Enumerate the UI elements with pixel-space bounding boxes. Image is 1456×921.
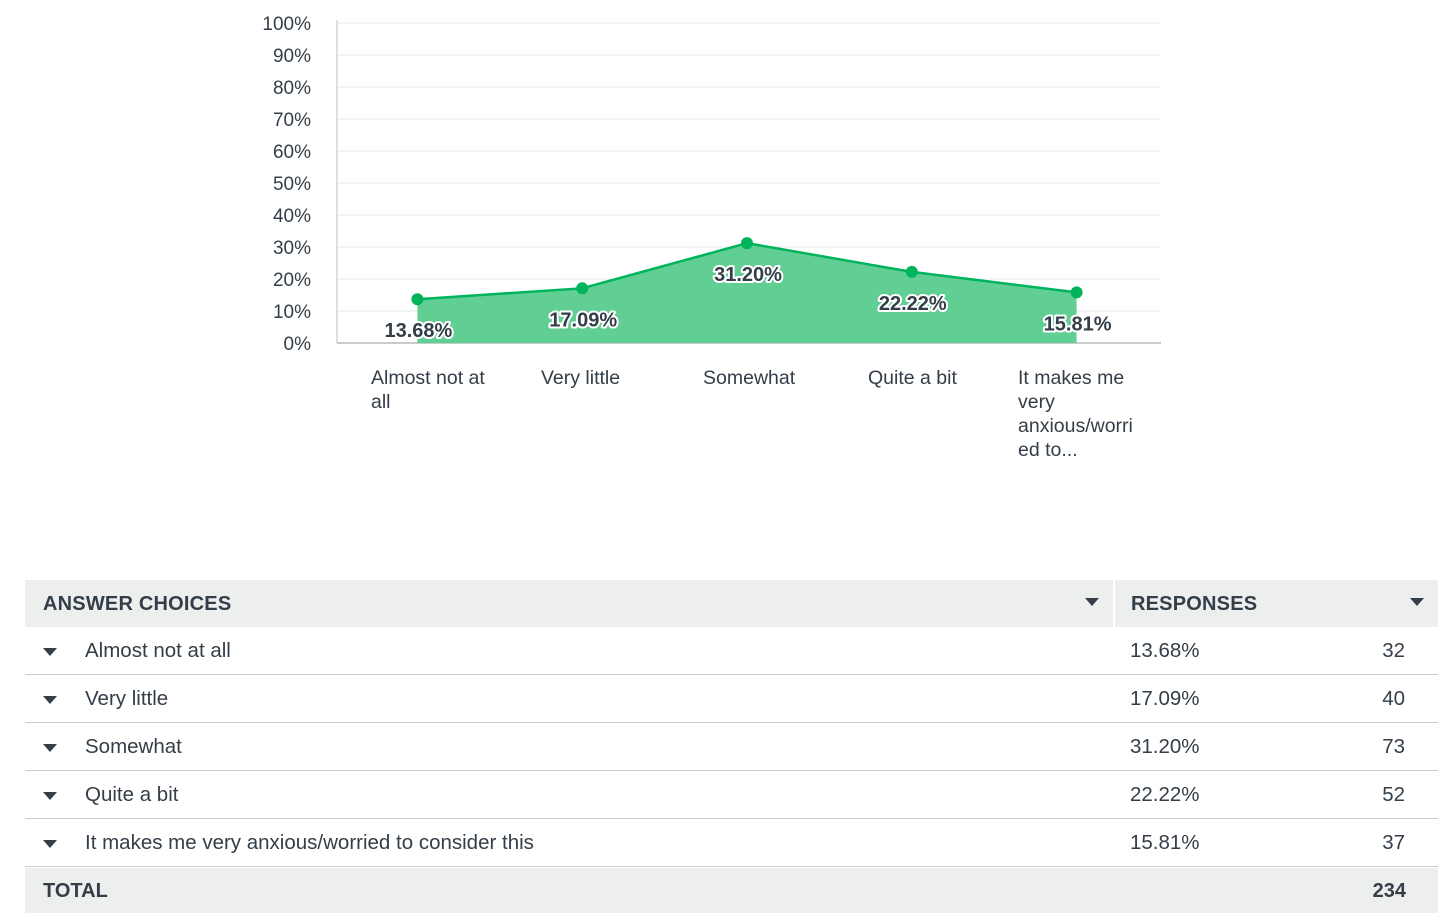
results-table: ANSWER CHOICES RESPONSES Almost not at a… [25,580,1438,913]
data-label: 31.20% [714,264,782,286]
caret-down-icon[interactable] [1410,598,1424,606]
answer-label: Quite a bit [85,783,179,806]
responses-header[interactable]: RESPONSES [1131,593,1258,615]
y-tick-label: 0% [284,334,312,355]
y-axis-ticks: 0% 10% 20% 30% 40% 50% 60% 70% 80% 90% 100% [262,14,311,355]
answer-label: It makes me very anxious/worried to cons… [85,831,534,854]
answer-label: Almost not at all [85,639,231,662]
table-row[interactable]: Almost not at all 13.68% 32 [25,627,1438,675]
data-point [411,293,424,306]
y-tick-label: 100% [262,14,311,35]
response-count: 32 [1382,639,1405,662]
response-percent: 13.68% [1130,639,1200,662]
data-label: 17.09% [549,309,617,331]
data-point [576,282,589,295]
caret-down-icon[interactable] [43,744,57,752]
y-tick-label: 90% [273,46,311,67]
response-percent: 22.22% [1130,783,1200,806]
data-point [1070,286,1083,299]
data-point [741,237,753,250]
answer-label: Very little [85,687,169,710]
data-label: 13.68% [384,320,452,342]
caret-down-icon[interactable] [43,648,57,656]
answer-label: Somewhat [85,735,182,758]
x-tick-label: Quite a bit [868,367,957,389]
caret-down-icon[interactable] [1085,598,1099,606]
data-point [905,265,918,278]
y-tick-label: 20% [273,270,311,291]
data-label: 22.22% [879,293,947,315]
response-count: 52 [1382,783,1405,806]
response-percent: 17.09% [1130,687,1200,710]
table-row[interactable]: Somewhat 31.20% 73 [25,723,1438,771]
x-tick-label: Very little [541,367,621,389]
y-tick-label: 50% [273,174,311,195]
y-tick-label: 40% [273,206,311,227]
response-percent: 31.20% [1130,735,1200,758]
y-tick-label: 80% [273,78,311,99]
y-tick-label: 10% [273,302,311,323]
table-row[interactable]: Very little 17.09% 40 [25,675,1438,723]
series-area [417,241,1077,343]
total-label: TOTAL [43,880,108,902]
total-value: 234 [1372,880,1406,902]
table-row[interactable]: Quite a bit 22.22% 52 [25,771,1438,819]
x-tick-label: Somewhat [703,367,796,389]
data-labels: 13.68% 17.09% 31.20% 22.22% 15.81% [382,262,1113,344]
table-header: ANSWER CHOICES RESPONSES [25,580,1438,627]
header-divider [1113,580,1115,627]
data-label: 15.81% [1044,313,1112,335]
area-chart: 0% 10% 20% 30% 40% 50% 60% 70% 80% 90% 100% 13.68%… [262,14,1161,355]
table-row[interactable]: It makes me very anxious/worried to cons… [25,819,1438,867]
table-total-row: TOTAL 234 [25,868,1438,913]
y-tick-label: 60% [273,142,311,163]
response-count: 73 [1382,735,1405,758]
answer-choices-header[interactable]: ANSWER CHOICES [43,593,232,615]
caret-down-icon[interactable] [43,840,57,848]
response-count: 37 [1382,831,1405,854]
caret-down-icon[interactable] [43,696,57,704]
series-points [411,237,1083,306]
response-percent: 15.81% [1130,831,1200,854]
y-tick-label: 30% [273,238,311,259]
area-fill [417,243,1077,343]
x-tick-label: It makes me very anxious/worried to... [1018,367,1133,461]
response-count: 40 [1382,687,1405,710]
x-tick-label: Almost not at all [371,367,485,413]
caret-down-icon[interactable] [43,792,57,800]
y-tick-label: 70% [273,110,311,131]
